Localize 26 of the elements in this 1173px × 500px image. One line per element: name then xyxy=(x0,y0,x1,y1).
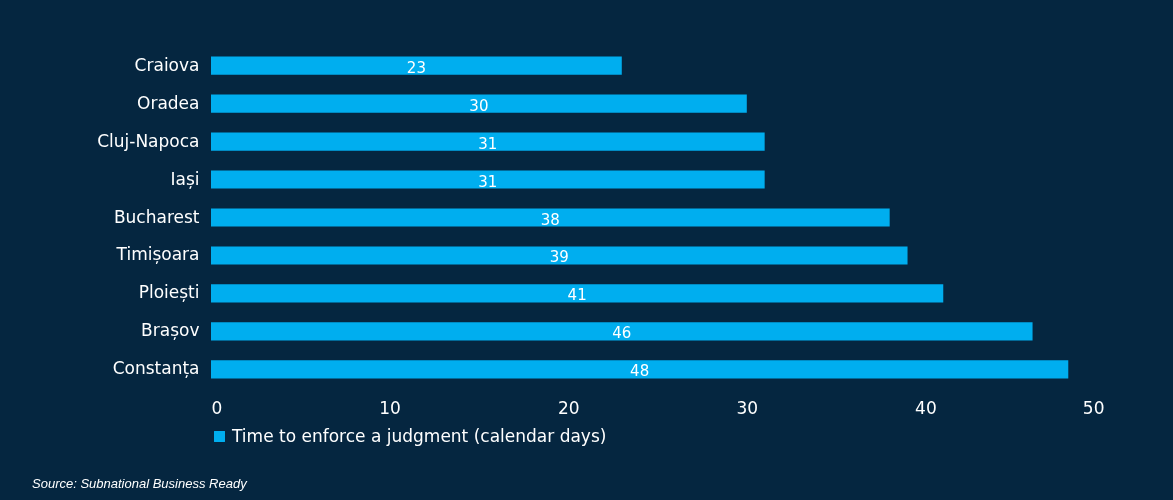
x-tick-label: 20 xyxy=(557,397,580,418)
y-tick-label: Oradea xyxy=(137,92,200,113)
source-note: Source: Subnational Business Ready xyxy=(32,476,247,491)
x-tick-label: 0 xyxy=(211,397,223,418)
x-tick-label: 10 xyxy=(379,397,401,418)
data-label: 46 xyxy=(612,324,632,343)
data-label: 31 xyxy=(478,172,498,191)
data-label: 30 xyxy=(469,96,489,115)
y-tick-label: Bucharest xyxy=(113,206,200,227)
legend-label: Time to enforce a judgment (calendar days) xyxy=(231,425,607,446)
y-tick-label: Ploiești xyxy=(138,282,200,303)
data-label: 39 xyxy=(549,248,569,267)
y-tick-label: Brașov xyxy=(141,320,200,341)
x-tick-label: 50 xyxy=(1082,397,1105,418)
y-tick-label: Cluj-Napoca xyxy=(97,130,200,151)
data-label: 41 xyxy=(567,286,587,305)
x-tick-label: 30 xyxy=(736,397,759,418)
data-label: 31 xyxy=(478,134,498,153)
data-label: 48 xyxy=(630,362,650,381)
x-tick-label: 40 xyxy=(915,397,937,418)
data-label: 23 xyxy=(406,58,426,77)
y-tick-label: Craiova xyxy=(134,54,200,75)
data-label: 38 xyxy=(540,210,560,229)
y-tick-label: Constanța xyxy=(112,358,200,379)
y-tick-label: Timișoara xyxy=(115,244,200,265)
y-tick-label: Iași xyxy=(170,168,200,189)
